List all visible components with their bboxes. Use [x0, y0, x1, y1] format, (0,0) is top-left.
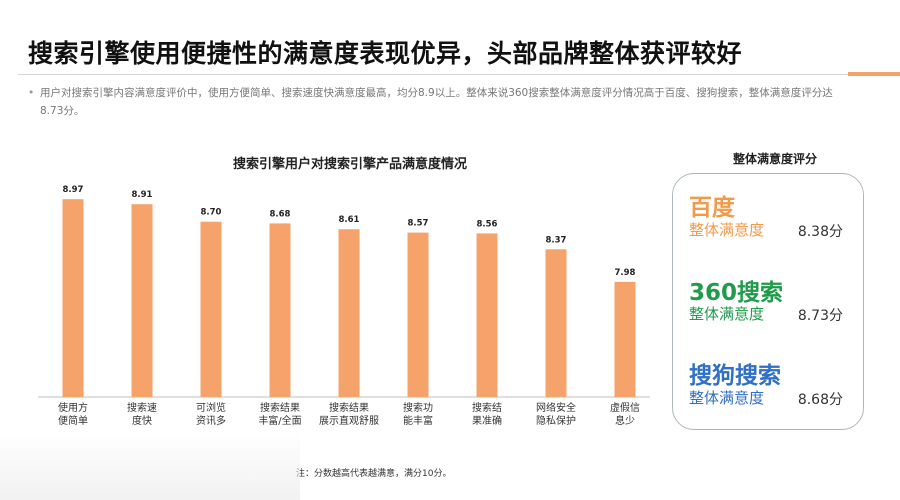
- brand-score-baidu: 8.38分: [797, 224, 843, 240]
- category-tick-label: 丰富/全面: [258, 414, 301, 427]
- bullet-icon: •: [28, 87, 35, 99]
- bar: [131, 204, 153, 397]
- category-tick-label: 搜索结: [472, 401, 502, 414]
- bar-value-label: 8.91: [132, 190, 153, 200]
- category-tick-label: 资讯多: [196, 414, 226, 427]
- footer-decoration: [0, 430, 300, 500]
- bar-value-label: 8.70: [201, 208, 222, 218]
- summary-text: • 用户对搜索引擎内容满意度评价中，使用方便简单、搜索速度快满意度最高，均分8.…: [28, 84, 840, 120]
- category-tick-label: 展示直观舒服: [319, 414, 379, 427]
- bar-value-label: 8.56: [477, 219, 498, 229]
- bar-value-label: 8.68: [270, 209, 291, 219]
- bar: [62, 199, 84, 397]
- category-tick-label: 息少: [615, 414, 635, 427]
- chart-note: 注：分数越高代表越满意，满分10分。: [296, 469, 452, 479]
- page-title: 搜索引擎使用便捷性的满意度表现优异，头部品牌整体获评较好: [28, 39, 743, 68]
- bar: [476, 233, 498, 397]
- brand-sub-360: 整体满意度: [689, 305, 765, 323]
- chart-title: 搜索引擎用户对搜索引擎产品满意度情况: [232, 157, 467, 172]
- bar: [614, 281, 636, 397]
- bar: [338, 229, 360, 397]
- bar-value-label: 8.61: [339, 215, 360, 225]
- category-tick-label: 网络安全: [536, 401, 576, 414]
- panel-title: 整体满意度评分: [732, 152, 817, 166]
- bar-value-label: 8.57: [408, 219, 429, 229]
- brand-score-sogou: 8.68分: [797, 392, 843, 408]
- bar: [269, 223, 291, 397]
- brand-score-360: 8.73分: [797, 308, 843, 324]
- title-divider-accent: [848, 72, 900, 76]
- category-tick-label: 搜索速: [127, 401, 157, 414]
- brand-name-sogou: 搜狗搜索: [689, 363, 781, 389]
- brand-name-360: 360搜索: [689, 280, 784, 306]
- bar: [545, 249, 567, 397]
- bar: [200, 221, 222, 397]
- satisfaction-panel: 百度 整体满意度 8.38分 360搜索 整体满意度 8.73分 搜狗搜索 整体…: [672, 173, 864, 430]
- category-tick-label: 隐私保护: [536, 414, 576, 427]
- brand-name-baidu: 百度: [689, 195, 735, 221]
- category-tick-label: 使用方: [58, 401, 88, 414]
- bar: [407, 232, 429, 397]
- category-tick-label: 搜索结果: [329, 401, 369, 414]
- category-tick-label: 能丰富: [403, 414, 433, 427]
- brand-sub-baidu: 整体满意度: [689, 221, 765, 239]
- category-tick-label: 度快: [132, 414, 152, 427]
- title-divider: [18, 74, 848, 75]
- category-tick-label: 便简单: [58, 414, 88, 427]
- brand-sub-sogou: 整体满意度: [689, 389, 765, 407]
- summary-body: 用户对搜索引擎内容满意度评价中，使用方便简单、搜索速度快满意度最高，均分8.9以…: [40, 87, 833, 117]
- category-tick-label: 果准确: [472, 414, 502, 427]
- category-tick-label: 可浏览: [196, 401, 226, 414]
- category-tick-label: 虚假信: [610, 401, 640, 414]
- bar-value-label: 7.98: [615, 268, 636, 278]
- bar-value-label: 8.97: [63, 185, 84, 195]
- category-tick-label: 搜索结果: [260, 401, 300, 414]
- category-tick-label: 搜索功: [403, 401, 433, 414]
- bar-value-label: 8.37: [546, 235, 567, 245]
